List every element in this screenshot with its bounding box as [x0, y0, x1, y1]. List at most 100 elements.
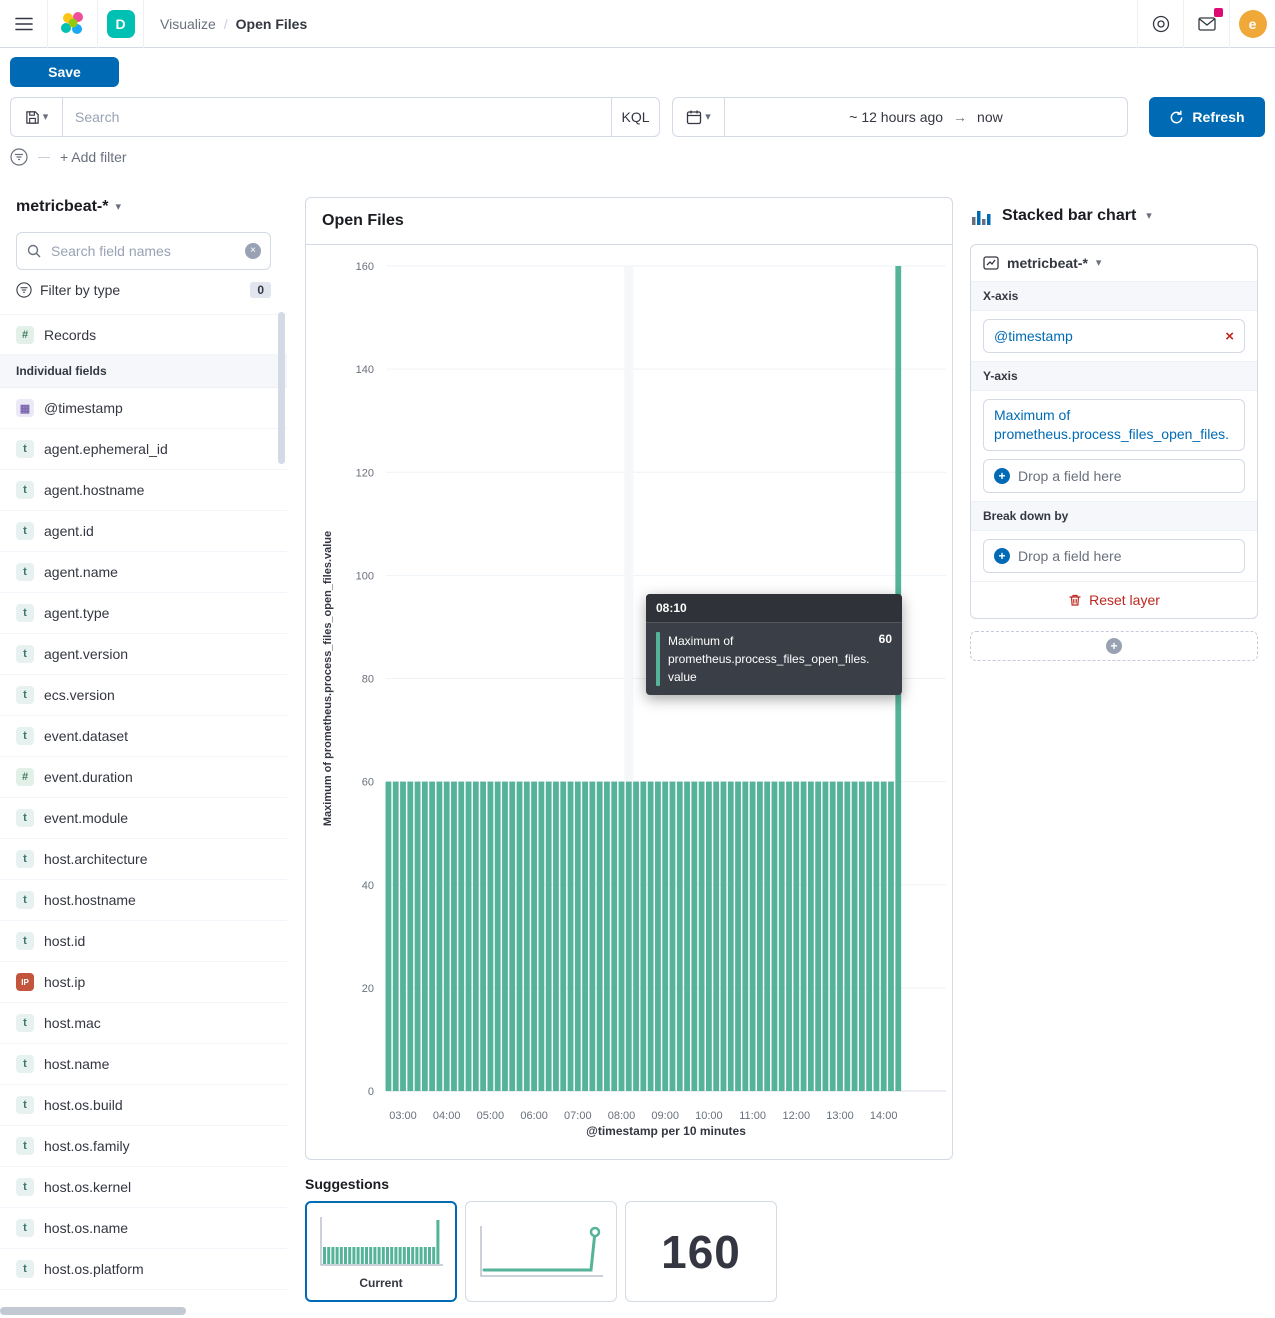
menu-button[interactable]	[0, 0, 48, 48]
chart-type-switcher[interactable]: Stacked bar chart ▾	[970, 205, 1258, 227]
individual-fields-header: Individual fields	[0, 355, 287, 388]
kql-toggle-button[interactable]: KQL	[611, 98, 659, 136]
field-name: event.module	[44, 810, 129, 826]
field-list: ▦ @timestamp t agent.ephemeral_id t agent.hos…	[0, 388, 287, 1290]
field-name: ecs.version	[44, 687, 115, 703]
stacked-bar-chart-icon	[972, 211, 991, 225]
field-item-host.mac[interactable]: t host.mac	[0, 1003, 287, 1044]
field-item-agent.type[interactable]: t agent.type	[0, 593, 287, 634]
index-pattern-name: metricbeat-*	[16, 198, 109, 215]
filter-icon[interactable]	[10, 148, 28, 166]
time-range-display[interactable]: ~ 12 hours ago → now	[725, 98, 1127, 136]
field-item-ecs.version[interactable]: t ecs.version	[0, 675, 287, 716]
visualization-panel: Open Files 0 20 40 60 80 100 120 140 160 03:00 04:…	[305, 197, 953, 1160]
field-search-input[interactable]	[16, 232, 271, 270]
field-item-event.duration[interactable]: # event.duration	[0, 757, 287, 798]
sidebar-scrollbar[interactable]	[278, 312, 285, 464]
string-field-icon: t	[16, 1055, 34, 1073]
add-filter-button[interactable]: + Add filter	[60, 149, 127, 165]
add-layer-button[interactable]: +	[970, 630, 1258, 661]
field-item-agent.version[interactable]: t agent.version	[0, 634, 287, 675]
string-field-icon: t	[16, 1014, 34, 1032]
field-item-host.os.build[interactable]: t host.os.build	[0, 1085, 287, 1126]
field-name: agent.name	[44, 564, 118, 580]
svg-text:04:00: 04:00	[433, 1110, 461, 1122]
newsfeed-button[interactable]	[1183, 0, 1229, 48]
field-name: host.os.name	[44, 1220, 129, 1236]
field-item-event.module[interactable]: t event.module	[0, 798, 287, 839]
svg-text:11:00: 11:00	[739, 1110, 766, 1122]
field-item-host.hostname[interactable]: t host.hostname	[0, 880, 287, 921]
user-menu-button[interactable]: e	[1229, 0, 1275, 48]
field-name: host.os.platform	[44, 1261, 144, 1277]
breakdown-drop-target[interactable]: + Drop a field here	[983, 538, 1245, 573]
chevron-down-icon: ▾	[42, 110, 49, 123]
field-item-host.architecture[interactable]: t host.architecture	[0, 839, 287, 880]
x-axis-field: @timestamp	[994, 327, 1073, 344]
x-axis-dimension[interactable]: @timestamp ×	[983, 319, 1245, 353]
field-item-records[interactable]: # Records	[0, 314, 287, 355]
calendar-icon	[687, 110, 702, 125]
y-axis-drop-target[interactable]: + Drop a field here	[983, 458, 1245, 493]
search-input[interactable]	[63, 98, 611, 136]
breadcrumb-visualize[interactable]: Visualize	[160, 15, 216, 32]
home-button[interactable]	[48, 0, 98, 48]
string-field-icon: t	[16, 645, 34, 663]
filter-by-type-button[interactable]: Filter by type 0	[0, 270, 287, 306]
reset-layer-button[interactable]: Reset layer	[971, 580, 1257, 618]
string-field-icon: t	[16, 1219, 34, 1237]
horizontal-scrollbar[interactable]	[0, 1307, 186, 1315]
saved-query-button[interactable]: ▾	[11, 98, 63, 136]
refresh-button[interactable]: Refresh	[1149, 97, 1265, 137]
filter-icon	[16, 282, 32, 298]
ip-field-icon: IP	[16, 973, 34, 991]
field-item-agent.hostname[interactable]: t agent.hostname	[0, 470, 287, 511]
hamburger-icon	[14, 17, 33, 30]
field-name: host.name	[44, 1056, 110, 1072]
line-chart-thumbnail	[480, 1225, 603, 1276]
field-item-agent.ephemeral_id[interactable]: t agent.ephemeral_id	[0, 429, 287, 470]
chart-area[interactable]: 0 20 40 60 80 100 120 140 160 03:00 04:00 05:00 06:0…	[306, 245, 952, 1157]
remove-dimension-icon[interactable]: ×	[1225, 327, 1234, 345]
avatar: e	[1238, 9, 1267, 38]
field-item-@timestamp[interactable]: ▦ @timestamp	[0, 388, 287, 429]
refresh-icon	[1171, 110, 1183, 123]
field-item-host.id[interactable]: t host.id	[0, 921, 287, 962]
space-switcher[interactable]: D	[98, 0, 144, 48]
field-name: host.architecture	[44, 851, 148, 867]
field-item-host.os.platform[interactable]: t host.os.platform	[0, 1249, 287, 1290]
help-button[interactable]	[1137, 0, 1183, 48]
field-item-host.os.family[interactable]: t host.os.family	[0, 1126, 287, 1167]
field-item-host.ip[interactable]: IP host.ip	[0, 962, 287, 1003]
chart-svg[interactable]: 0 20 40 60 80 100 120 140 160 03:00 04:00 05:00 06:0…	[306, 245, 952, 1157]
layer-panel: metricbeat-* ▾ X-axis @timestamp × Y-axi…	[970, 244, 1258, 619]
field-item-host.os.name[interactable]: t host.os.name	[0, 1208, 287, 1249]
suggestion-metric-value: 160	[661, 1225, 741, 1278]
time-range-from[interactable]: ~ 12 hours ago	[849, 109, 944, 125]
field-item-agent.name[interactable]: t agent.name	[0, 552, 287, 593]
breadcrumb-separator: /	[223, 15, 228, 32]
save-button[interactable]: Save	[10, 57, 119, 87]
index-pattern-switcher[interactable]: metricbeat-* ▾	[0, 188, 287, 220]
field-name: Records	[44, 326, 97, 343]
svg-text:06:00: 06:00	[520, 1110, 548, 1122]
suggestion-metric[interactable]: 160	[625, 1201, 777, 1302]
string-field-icon: t	[16, 932, 34, 950]
time-range-to[interactable]: now	[977, 109, 1003, 125]
field-item-host.name[interactable]: t host.name	[0, 1044, 287, 1085]
field-item-event.dataset[interactable]: t event.dataset	[0, 716, 287, 757]
field-name: event.dataset	[44, 728, 129, 744]
layer-index-pattern-button[interactable]: metricbeat-* ▾	[971, 245, 1257, 281]
field-sidebar: metricbeat-* ▾ × Filter by type 0 # Reco…	[0, 188, 287, 1318]
suggestion-current[interactable]: Current	[305, 1201, 457, 1302]
suggestion-line-chart[interactable]	[465, 1201, 617, 1302]
string-field-icon: t	[16, 563, 34, 581]
clear-search-icon[interactable]: ×	[245, 243, 261, 259]
string-field-icon: t	[16, 1096, 34, 1114]
plus-in-circle-icon: +	[1106, 637, 1122, 654]
time-quick-select-button[interactable]: ▾	[673, 98, 725, 136]
field-item-host.os.kernel[interactable]: t host.os.kernel	[0, 1167, 287, 1208]
y-axis-dimension[interactable]: Maximum of prometheus.process_files_open…	[983, 399, 1245, 451]
field-item-agent.id[interactable]: t agent.id	[0, 511, 287, 552]
string-field-icon: t	[16, 809, 34, 827]
